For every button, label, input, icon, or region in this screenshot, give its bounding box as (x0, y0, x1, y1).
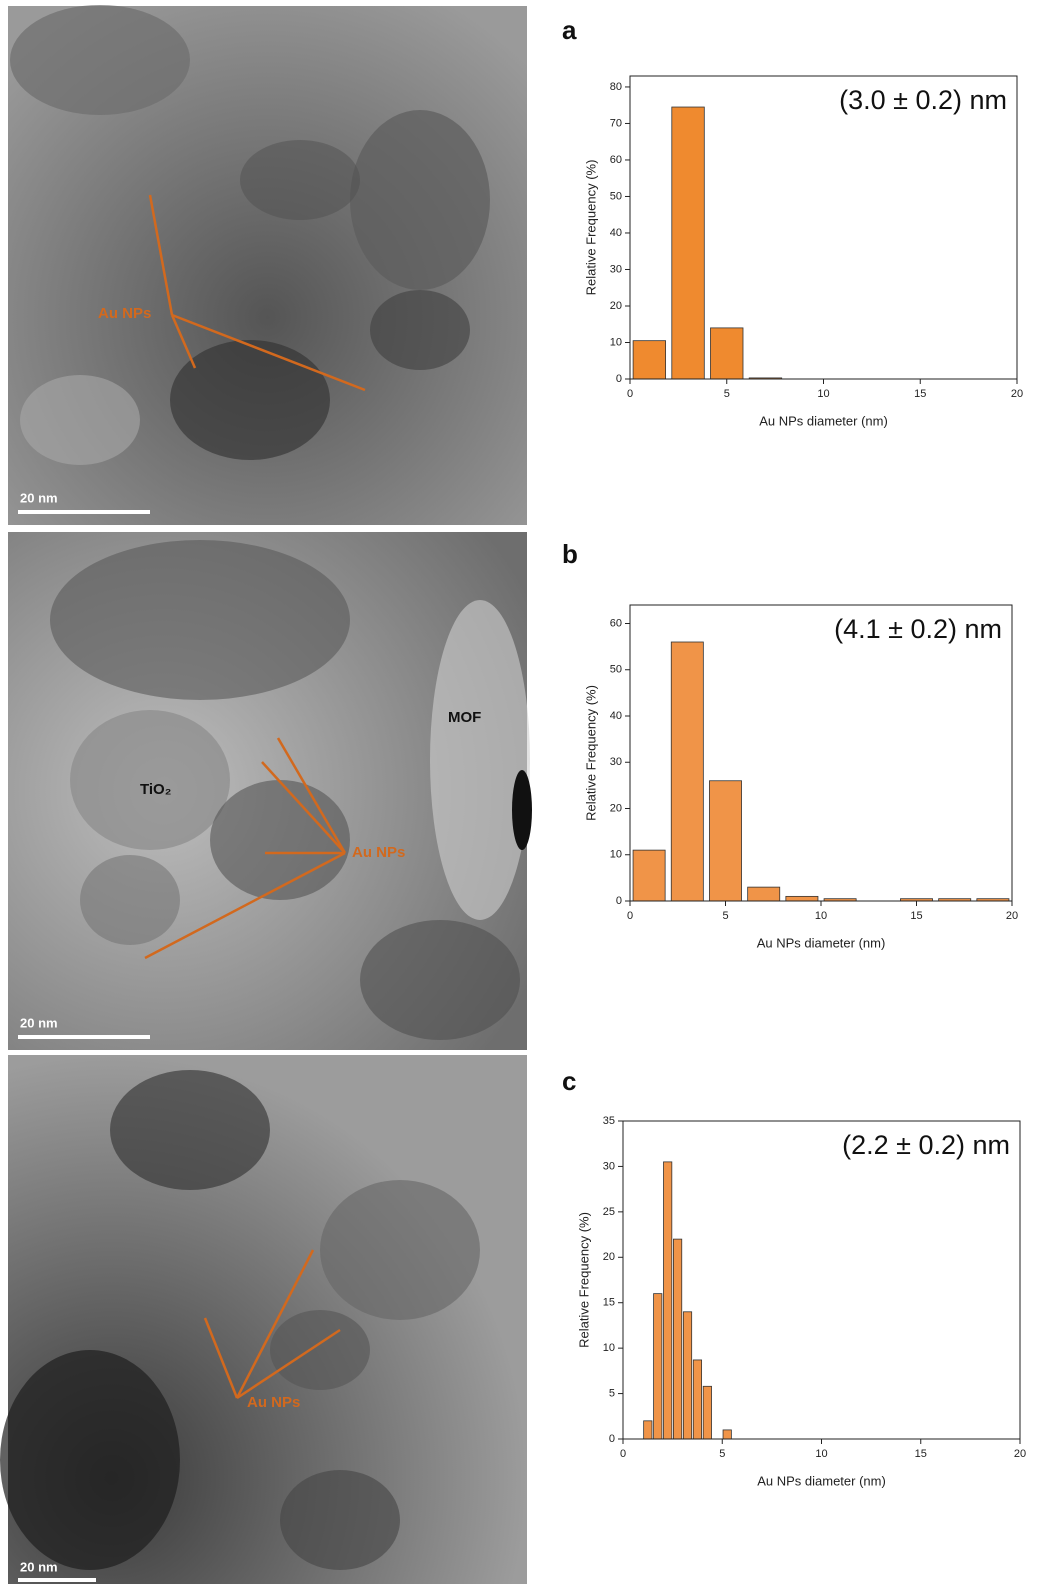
x-axis-title: Au NPs diameter (nm) (757, 1473, 886, 1488)
panel-label: b (562, 539, 578, 569)
x-axis-title: Au NPs diameter (nm) (757, 935, 886, 950)
y-tick-label: 5 (609, 1387, 615, 1399)
tem-image: Au NPs 20 nm (8, 5, 527, 525)
bar (709, 780, 742, 902)
y-axis-title: Relative Frequency (%) (583, 685, 598, 821)
x-tick-label: 10 (817, 388, 829, 400)
bar (663, 1161, 673, 1440)
y-tick-label: 50 (610, 190, 622, 202)
image-annotation: Au NPs (247, 1394, 300, 1411)
y-tick-label: 30 (603, 1160, 615, 1172)
x-tick-label: 15 (910, 910, 922, 922)
image-annotation: Au NPs (98, 305, 151, 322)
x-tick-label: 5 (722, 910, 728, 922)
y-axis-title: Relative Frequency (%) (576, 1212, 591, 1348)
y-tick-label: 30 (610, 263, 622, 275)
bar (710, 327, 744, 380)
bar (632, 849, 666, 902)
y-tick-label: 10 (610, 849, 622, 861)
bar (702, 1385, 712, 1440)
panel-label: a (562, 15, 577, 45)
x-tick-label: 20 (1011, 388, 1023, 400)
image-annotation: Au NPs (352, 844, 405, 861)
y-tick-label: 0 (616, 373, 622, 385)
y-tick-label: 20 (603, 1251, 615, 1263)
bar (722, 1429, 732, 1440)
panel-label: c (562, 1066, 576, 1096)
x-tick-label: 10 (815, 910, 827, 922)
y-tick-label: 35 (603, 1115, 615, 1127)
bar (673, 1238, 683, 1440)
plot-frame (622, 1120, 1021, 1440)
bar (692, 1359, 703, 1440)
x-tick-label: 5 (719, 1448, 725, 1460)
y-tick-label: 60 (610, 617, 622, 629)
y-axis-title: Relative Frequency (%) (583, 160, 598, 296)
y-tick-label: 40 (610, 710, 622, 722)
y-tick-label: 25 (603, 1206, 615, 1218)
tem-image: Au NPs TiO₂ MOF 20 nm (8, 532, 532, 1050)
x-tick-label: 20 (1014, 1448, 1026, 1460)
y-tick-label: 0 (616, 895, 622, 907)
y-tick-label: 20 (610, 802, 622, 814)
x-tick-label: 15 (915, 1448, 927, 1460)
y-tick-label: 50 (610, 664, 622, 676)
y-tick-label: 70 (610, 117, 622, 129)
y-tick-label: 10 (603, 1342, 615, 1354)
bar (653, 1293, 663, 1440)
scale-bar-label: 20 nm (20, 490, 58, 505)
y-tick-label: 40 (610, 227, 622, 239)
bar (670, 641, 704, 902)
x-tick-label: 0 (627, 910, 633, 922)
y-tick-label: 30 (610, 756, 622, 768)
bar (671, 106, 705, 380)
y-tick-label: 0 (609, 1433, 615, 1445)
x-tick-label: 20 (1006, 910, 1018, 922)
bar (682, 1311, 693, 1440)
x-tick-label: 15 (914, 388, 926, 400)
annotation: (2.2 ± 0.2) nm (842, 1130, 1010, 1160)
x-tick-label: 5 (724, 388, 730, 400)
annotation: (3.0 ± 0.2) nm (839, 85, 1007, 115)
scale-bar-label: 20 nm (20, 1559, 58, 1574)
bar (785, 895, 819, 902)
x-tick-label: 10 (815, 1448, 827, 1460)
bar (643, 1420, 653, 1440)
y-tick-label: 15 (603, 1297, 615, 1309)
bar (632, 340, 667, 380)
y-tick-label: 20 (610, 300, 622, 312)
y-tick-label: 60 (610, 154, 622, 166)
image-annotation: TiO₂ (140, 781, 171, 798)
scale-bar-label: 20 nm (20, 1015, 58, 1030)
x-tick-label: 0 (627, 388, 633, 400)
x-tick-label: 0 (620, 1448, 626, 1460)
annotation: (4.1 ± 0.2) nm (834, 614, 1002, 644)
image-annotation: MOF (448, 709, 481, 726)
y-tick-label: 10 (610, 336, 622, 348)
x-axis-title: Au NPs diameter (nm) (759, 413, 888, 428)
tem-image: Au NPs 20 nm (0, 1055, 527, 1584)
y-tick-label: 80 (610, 81, 622, 93)
bar (747, 886, 781, 902)
